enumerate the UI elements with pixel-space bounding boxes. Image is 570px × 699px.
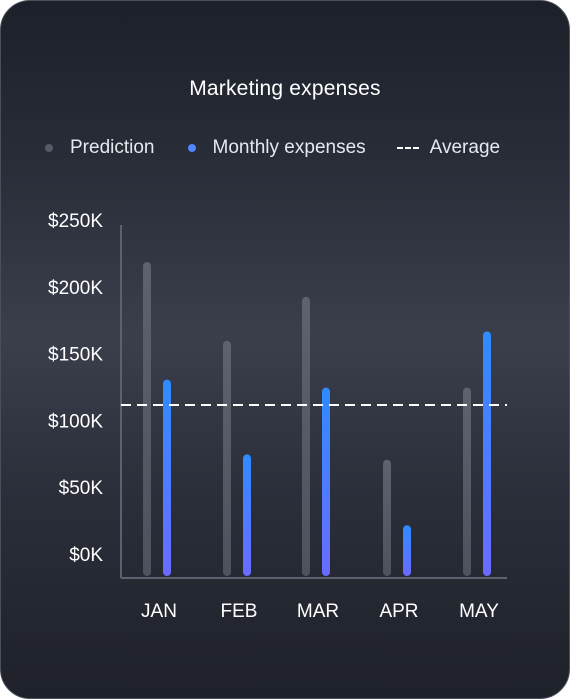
legend-label-average: Average [429, 137, 501, 158]
monthly-expenses-bar [243, 454, 251, 576]
prediction-bar [302, 296, 310, 576]
chart-legend: Prediction Monthly expenses Average [45, 137, 500, 159]
legend-item-prediction: Prediction [45, 137, 155, 159]
prediction-legend-dot-icon [45, 144, 53, 152]
x-tick-label: APR [379, 601, 418, 622]
x-tick-label: MAR [297, 601, 339, 622]
prediction-bar [383, 459, 391, 576]
chart-title: Marketing expenses [189, 77, 381, 100]
monthly-expenses-legend-dot-icon [187, 144, 196, 152]
y-tick-label: $200K [48, 278, 103, 299]
prediction-bar [143, 262, 151, 576]
x-tick-label: MAY [459, 601, 499, 622]
legend-item-average: Average [396, 137, 501, 159]
y-tick-label: $0K [69, 545, 103, 566]
monthly-expenses-bar [163, 379, 171, 576]
x-tick-label: JAN [141, 601, 177, 622]
y-tick-label: $250K [48, 211, 103, 232]
legend-label-monthly-expenses: Monthly expenses [212, 137, 366, 158]
legend-label-prediction: Prediction [70, 137, 155, 158]
monthly-expenses-bar [483, 331, 491, 576]
prediction-bar [223, 340, 231, 576]
legend-item-monthly-expenses: Monthly expenses [187, 137, 366, 159]
y-tick-label: $100K [48, 411, 103, 432]
monthly-expenses-bar [322, 387, 330, 576]
monthly-expenses-bar [403, 525, 411, 576]
x-tick-label: FEB [221, 601, 258, 622]
prediction-bar [463, 387, 471, 576]
y-tick-label: $50K [59, 478, 104, 499]
average-legend-dash-icon [396, 147, 419, 149]
y-tick-label: $150K [48, 345, 103, 366]
